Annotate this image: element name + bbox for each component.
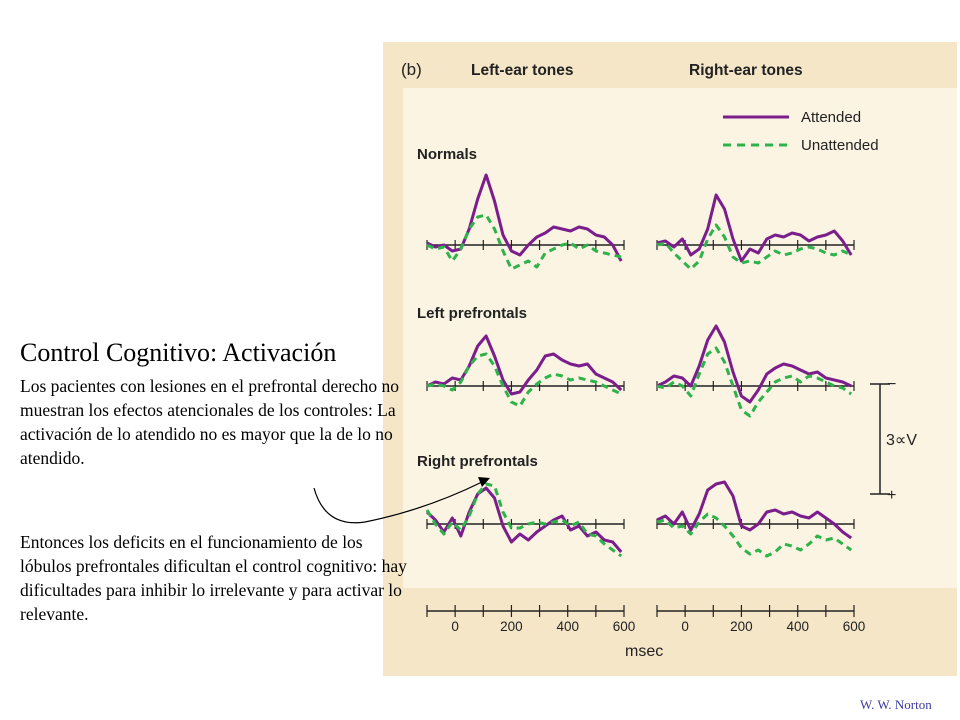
panel-label: (b) [401, 60, 422, 79]
scale-bar: − 3∝V + [870, 376, 917, 504]
legend-unattended-label: Unattended [801, 137, 879, 154]
attended-waveform [656, 324, 852, 404]
panel-right-prefrontals-left-ear [425, 482, 625, 558]
row-label-left-prefrontals: Left prefrontals [417, 305, 527, 322]
panel-left-prefrontals-left-ear [426, 334, 625, 408]
panel-right-prefrontals-right-ear [656, 480, 855, 558]
time-tick-label: 0 [451, 619, 459, 634]
column-title-left-ear: Left-ear tones [471, 62, 574, 79]
scale-bar-value-label: 3∝V [886, 432, 917, 449]
attended-waveform [426, 173, 623, 262]
row-label-normals: Normals [417, 146, 477, 163]
attended-waveform [425, 486, 623, 553]
unattended-waveform [656, 223, 852, 271]
waveform-panels [425, 173, 855, 558]
unattended-waveform [426, 352, 622, 408]
erp-figure: (b) Left-ear tones Right-ear tones Atten… [383, 42, 957, 676]
row-label-right-prefrontals: Right prefrontals [417, 453, 538, 470]
attended-waveform [426, 334, 623, 396]
legend: Attended Unattended [723, 109, 879, 154]
unattended-waveform [656, 512, 853, 558]
time-tick-label: 200 [500, 619, 523, 634]
time-axes: 0 200 400 600 0 200 400 600 [426, 605, 866, 634]
unattended-waveform [425, 482, 623, 558]
time-tick-label: 600 [613, 619, 636, 634]
slide-paragraph-1: Los pacientes con lesiones en el prefron… [20, 376, 400, 468]
slide-paragraph-2: Entonces los deficits en el funcionamien… [20, 532, 407, 624]
attended-waveform [656, 480, 853, 540]
column-title-right-ear: Right-ear tones [689, 62, 803, 79]
scale-bar-positive-label: + [887, 487, 896, 504]
time-tick-label: 600 [843, 619, 866, 634]
time-tick-label: 400 [786, 619, 809, 634]
slide-title: Control Cognitivo: Activación [20, 338, 337, 367]
panel-left-prefrontals-right-ear [656, 324, 855, 418]
unattended-waveform [656, 346, 853, 418]
credit-text: W. W. Norton [860, 697, 932, 712]
legend-attended-label: Attended [801, 109, 861, 126]
erp-chart: (b) Left-ear tones Right-ear tones Atten… [383, 42, 957, 676]
attended-waveform [656, 193, 853, 263]
time-tick-label: 400 [556, 619, 579, 634]
scale-bar-negative-label: − [887, 376, 896, 393]
time-tick-label: 200 [730, 619, 753, 634]
panel-normals-right-ear [656, 193, 855, 271]
panel-normals-left-ear [426, 173, 625, 271]
time-tick-label: 0 [681, 619, 689, 634]
x-axis-label: msec [625, 643, 663, 660]
